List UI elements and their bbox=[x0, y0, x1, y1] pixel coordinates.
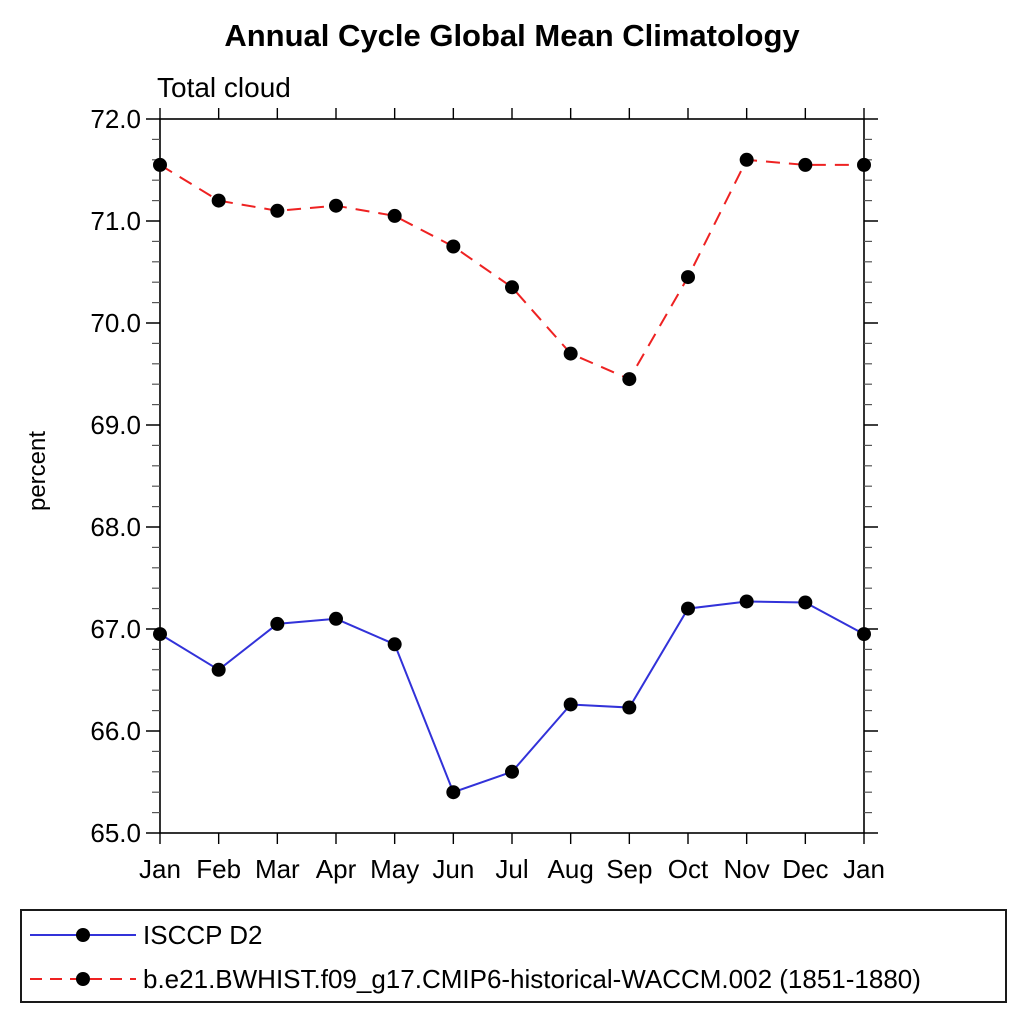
data-point-marker bbox=[505, 764, 519, 779]
chart-subtitle: Total cloud bbox=[157, 72, 291, 103]
y-tick-label: 72.0 bbox=[90, 104, 141, 134]
legend-item-model-run: b.e21.BWHIST.f09_g17.CMIP6-historical-WA… bbox=[26, 957, 921, 1001]
legend-label: b.e21.BWHIST.f09_g17.CMIP6-historical-WA… bbox=[143, 963, 921, 994]
y-tick-label: 66.0 bbox=[90, 716, 141, 746]
data-point-marker bbox=[153, 627, 167, 642]
x-tick-label: Jun bbox=[432, 854, 474, 884]
x-tick-label: Jan bbox=[843, 854, 885, 884]
x-tick-label: Jul bbox=[495, 854, 528, 884]
data-point-marker bbox=[211, 662, 226, 677]
x-tick-label: Dec bbox=[782, 854, 828, 884]
y-axis-ticks: 72.0 71.0 70.0 69.0 68.0 67.0 66.0 65.0 bbox=[90, 104, 878, 848]
x-tick-label: Sep bbox=[606, 854, 652, 884]
y-tick-label: 65.0 bbox=[90, 818, 141, 848]
data-point-marker bbox=[329, 611, 343, 626]
data-point-marker bbox=[153, 157, 167, 172]
data-point-marker bbox=[270, 616, 285, 631]
data-point-marker bbox=[329, 198, 343, 213]
x-tick-label: Oct bbox=[668, 854, 709, 884]
x-tick-label: Mar bbox=[255, 854, 300, 884]
y-tick-label: 71.0 bbox=[90, 206, 141, 236]
data-point-marker bbox=[387, 208, 402, 223]
x-tick-label: May bbox=[370, 854, 419, 884]
data-point-marker bbox=[563, 697, 578, 712]
data-point-marker bbox=[446, 239, 461, 254]
data-point-marker bbox=[681, 601, 695, 616]
legend-item-isccp-d2: ISCCP D2 bbox=[26, 913, 262, 957]
x-tick-label: Jan bbox=[139, 854, 181, 884]
x-tick-label: Nov bbox=[724, 854, 770, 884]
legend-sample-marker bbox=[76, 928, 90, 942]
y-tick-label: 69.0 bbox=[90, 410, 141, 440]
data-point-marker bbox=[857, 157, 871, 172]
legend-line-sample-dashed bbox=[30, 972, 136, 986]
x-tick-label: Feb bbox=[196, 854, 241, 884]
series-markers-1 bbox=[153, 152, 871, 387]
data-point-marker bbox=[387, 637, 402, 652]
x-axis-ticks: Jan Feb Mar Apr May Jun Jul Aug Sep Oct Nov Dec Jan bbox=[139, 108, 885, 884]
data-point-marker bbox=[857, 627, 871, 642]
data-point-marker bbox=[211, 193, 226, 208]
y-tick-label: 67.0 bbox=[90, 614, 141, 644]
data-point-marker bbox=[270, 203, 285, 218]
data-point-marker bbox=[798, 595, 813, 610]
plot-frame bbox=[159, 118, 865, 834]
data-point-marker bbox=[622, 700, 637, 715]
data-point-marker bbox=[505, 280, 519, 295]
y-tick-label: 70.0 bbox=[90, 308, 141, 338]
x-tick-label: Apr bbox=[316, 854, 357, 884]
data-point-marker bbox=[563, 346, 578, 361]
series-markers-0 bbox=[153, 594, 871, 800]
legend-sample-marker bbox=[76, 972, 90, 986]
y-tick-label: 68.0 bbox=[90, 512, 141, 542]
x-tick-label: Aug bbox=[548, 854, 594, 884]
chart-title: Annual Cycle Global Mean Climatology bbox=[224, 18, 800, 53]
series-line-1 bbox=[159, 158, 864, 381]
data-point-marker bbox=[739, 152, 754, 167]
data-point-marker bbox=[681, 270, 695, 285]
data-point-marker bbox=[446, 785, 461, 800]
legend-line-sample-solid bbox=[30, 928, 136, 942]
legend-box: ISCCP D2 b.e21.BWHIST.f09_g17.CMIP6-hist… bbox=[20, 909, 1007, 1003]
legend-label: ISCCP D2 bbox=[143, 919, 263, 950]
data-point-marker bbox=[798, 157, 813, 172]
series-line-0 bbox=[159, 600, 865, 794]
data-point-marker bbox=[622, 372, 637, 387]
data-point-marker bbox=[739, 594, 754, 609]
